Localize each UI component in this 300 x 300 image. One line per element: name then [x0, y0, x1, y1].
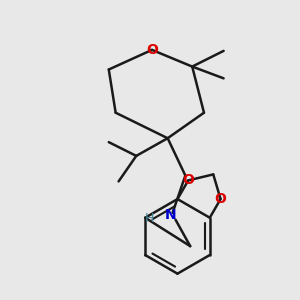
Text: H: H	[144, 212, 154, 225]
Text: O: O	[146, 43, 158, 57]
Text: O: O	[182, 173, 194, 188]
Text: N: N	[165, 208, 176, 222]
Text: O: O	[214, 192, 226, 206]
